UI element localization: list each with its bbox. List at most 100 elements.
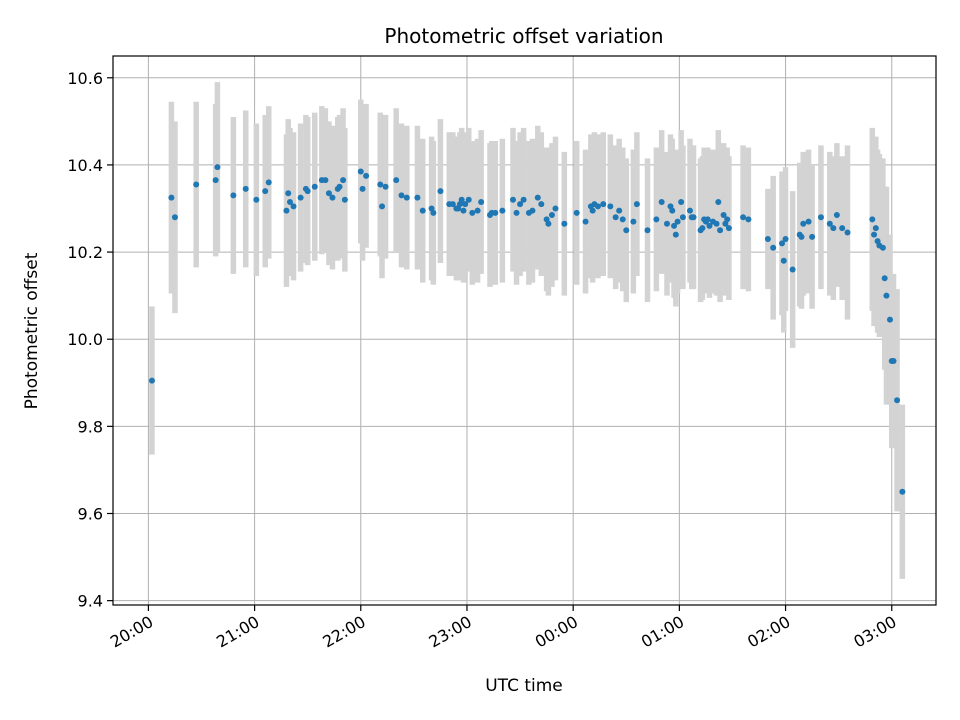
data-point [517, 201, 524, 208]
data-point [283, 207, 290, 214]
data-point [663, 220, 670, 227]
data-point [430, 209, 437, 216]
data-point [265, 179, 272, 186]
y-tick-label: 10.4 [67, 156, 103, 175]
data-point [872, 225, 879, 232]
data-point [678, 198, 685, 205]
data-point [242, 185, 249, 192]
data-point [377, 181, 384, 188]
data-point [304, 188, 311, 195]
data-point [669, 207, 676, 214]
data-point [492, 209, 499, 216]
data-point [883, 292, 890, 299]
data-point [290, 203, 297, 210]
data-point [513, 209, 520, 216]
data-point [699, 225, 706, 232]
data-point [340, 177, 347, 184]
x-axis-title: UTC time [485, 676, 563, 696]
data-point [789, 266, 796, 273]
y-tick-label: 9.6 [78, 505, 103, 524]
data-point [672, 231, 679, 238]
data-point [561, 220, 568, 227]
data-point [168, 194, 175, 201]
data-point [745, 216, 752, 223]
data-point [393, 177, 400, 184]
y-axis-ticks: 9.4 9.6 9.8 10.0 10.2 10.4 10.6 [67, 69, 113, 611]
data-point [534, 194, 541, 201]
data-point [379, 203, 386, 210]
data-point [798, 233, 805, 240]
y-tick-label: 10.0 [67, 330, 103, 349]
data-point [552, 205, 559, 212]
data-point [594, 203, 601, 210]
data-point [403, 194, 410, 201]
data-point [715, 198, 722, 205]
data-point [881, 275, 888, 282]
data-point [839, 225, 846, 232]
data-point [890, 358, 897, 364]
data-point [826, 220, 833, 227]
data-point [341, 196, 348, 203]
data-point [465, 196, 472, 203]
data-point [171, 214, 178, 221]
data-point [311, 183, 318, 190]
data-point [809, 233, 816, 240]
data-point [545, 220, 552, 227]
data-point [529, 207, 536, 214]
data-points [148, 164, 906, 495]
data-point [538, 201, 545, 208]
data-point [548, 212, 555, 219]
data-point [879, 244, 886, 251]
data-point [212, 177, 219, 184]
data-point [359, 185, 366, 192]
data-point [230, 192, 237, 199]
data-point [499, 207, 506, 214]
data-point [674, 218, 681, 225]
data-point [285, 190, 292, 197]
data-point [329, 194, 336, 201]
data-point [658, 198, 665, 205]
data-point [357, 168, 364, 175]
y-tick-label: 10.2 [67, 243, 103, 262]
data-point [478, 198, 485, 205]
data-point [286, 198, 293, 205]
data-point [460, 207, 467, 214]
data-point [509, 196, 516, 203]
data-point [844, 229, 851, 236]
data-point [653, 216, 660, 223]
data-point [830, 225, 837, 232]
data-point [800, 220, 807, 227]
data-point [633, 201, 640, 208]
data-point [469, 209, 476, 216]
data-point [214, 164, 221, 171]
data-point [582, 218, 589, 225]
data-point [871, 231, 878, 238]
data-point [833, 212, 840, 219]
data-point [437, 188, 444, 195]
data-point [616, 207, 623, 214]
chart-title: Photometric offset variation [384, 24, 663, 48]
data-point [607, 203, 614, 210]
data-point [322, 177, 329, 184]
y-axis-title: Photometric offset [22, 252, 42, 409]
data-point [297, 194, 304, 201]
y-tick-label: 9.8 [78, 417, 103, 436]
data-point [720, 212, 727, 219]
data-point [398, 192, 405, 199]
data-point [600, 201, 607, 208]
data-point [782, 236, 789, 242]
data-point [690, 214, 697, 221]
data-point [770, 244, 777, 251]
data-point [148, 377, 155, 384]
data-point [899, 488, 906, 495]
data-point [414, 194, 421, 201]
plot-frame [112, 55, 937, 606]
data-point [869, 216, 876, 223]
data-point [679, 214, 686, 221]
data-point [325, 190, 332, 197]
data-point [458, 196, 465, 203]
data-point [419, 207, 426, 214]
data-point [630, 218, 637, 225]
